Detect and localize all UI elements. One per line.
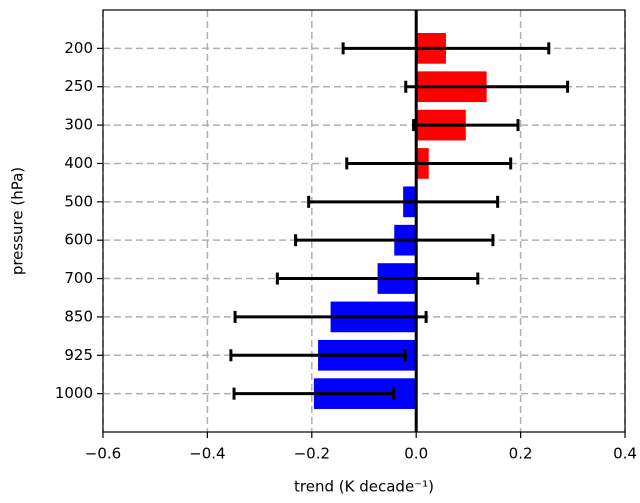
error-bar <box>307 195 500 208</box>
x-tick-label: 0.4 <box>613 445 637 463</box>
y-tick-label: 250 <box>64 77 93 95</box>
y-tick-label: 500 <box>64 192 93 210</box>
x-tick-label: −0.2 <box>294 445 330 463</box>
error-bar <box>275 272 480 285</box>
x-tick-label: −0.6 <box>85 445 121 463</box>
y-tick-label: 600 <box>64 231 93 249</box>
y-tick-label: 850 <box>64 307 93 325</box>
x-tick-label: 0.2 <box>509 445 533 463</box>
y-tick-label: 400 <box>64 154 93 172</box>
error-bar <box>233 310 428 323</box>
y-axis-label: pressure (hPa) <box>9 167 27 275</box>
x-axis-label: trend (K decade⁻¹) <box>294 478 434 496</box>
error-bar <box>294 234 495 247</box>
y-tick-label: 300 <box>64 116 93 134</box>
error-bar <box>229 349 407 362</box>
error-bar <box>345 157 513 170</box>
y-tick-label: 700 <box>64 269 93 287</box>
y-tick-label: 925 <box>64 346 93 364</box>
plot-frame <box>102 9 626 433</box>
x-tick-label: 0.0 <box>404 445 428 463</box>
x-tick-label: −0.4 <box>189 445 225 463</box>
error-bar <box>412 119 520 132</box>
error-bar <box>232 387 396 400</box>
error-bar <box>341 42 551 55</box>
y-tick-label: 1000 <box>55 384 93 402</box>
error-bar <box>404 80 570 93</box>
y-tick-label: 200 <box>64 39 93 57</box>
